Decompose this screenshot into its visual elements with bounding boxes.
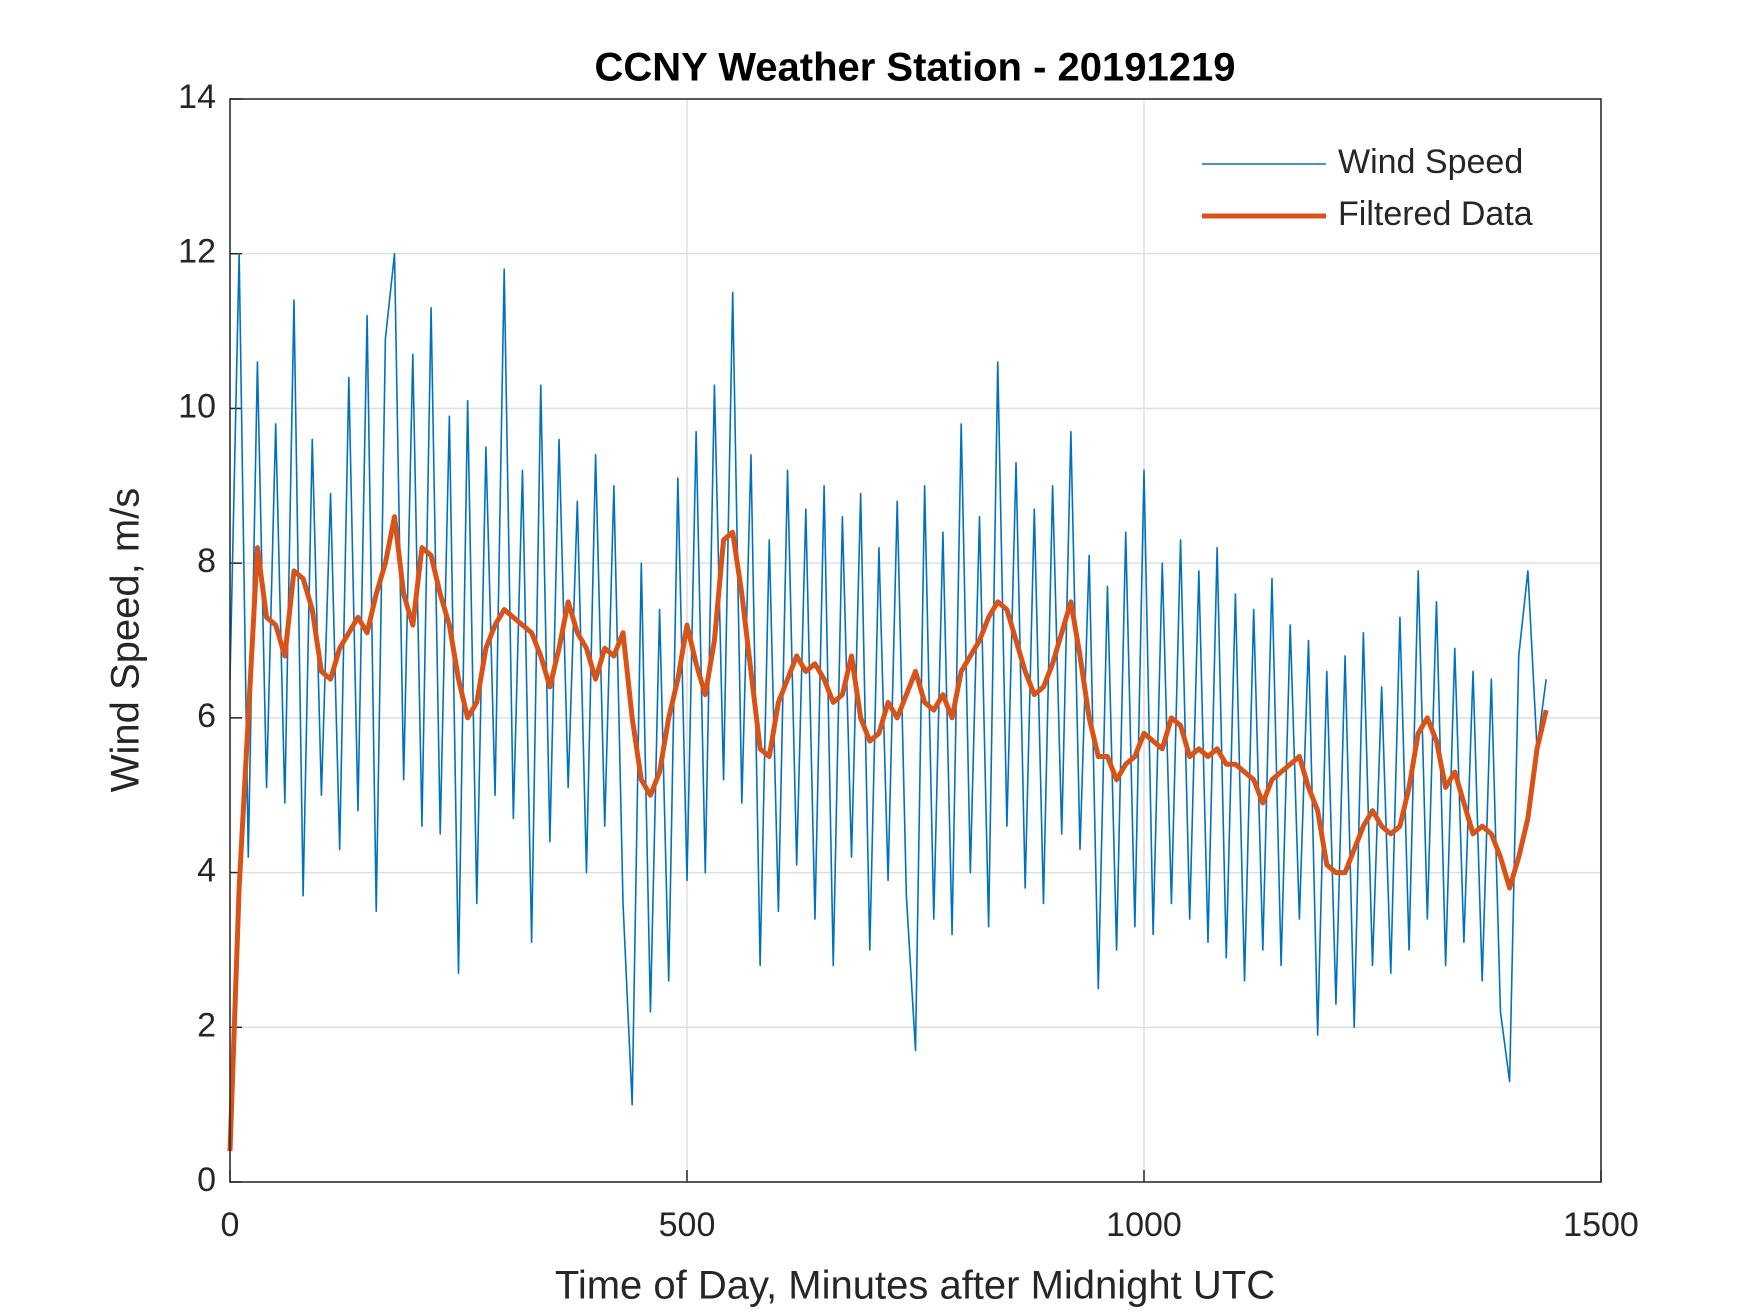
y-axis-label: Wind Speed, m/s — [104, 488, 148, 793]
y-tick-label: 2 — [197, 1006, 216, 1044]
y-tick-label: 10 — [178, 387, 216, 425]
chart-title: CCNY Weather Station - 20191219 — [595, 46, 1236, 90]
y-tick-label: 8 — [197, 542, 216, 580]
x-tick-label: 1000 — [1106, 1206, 1182, 1244]
x-tick-label: 1500 — [1563, 1206, 1639, 1244]
data-line — [229, 252, 1547, 1106]
x-axis-label: Time of Day, Minutes after Midnight UTC — [555, 1264, 1275, 1308]
y-tick-label: 14 — [178, 78, 216, 116]
x-tick-label: 500 — [659, 1206, 716, 1244]
legend-label: Wind Speed — [1338, 143, 1523, 181]
plot-frame — [229, 98, 1602, 1183]
y-tick-label: 12 — [178, 233, 216, 271]
y-tick-label: 6 — [197, 697, 216, 735]
data-line — [227, 514, 1549, 1152]
legend-label: Filtered Data — [1338, 195, 1533, 233]
y-tick-label: 0 — [197, 1161, 216, 1199]
x-tick-label: 0 — [221, 1206, 240, 1244]
y-tick-label: 4 — [197, 852, 216, 890]
